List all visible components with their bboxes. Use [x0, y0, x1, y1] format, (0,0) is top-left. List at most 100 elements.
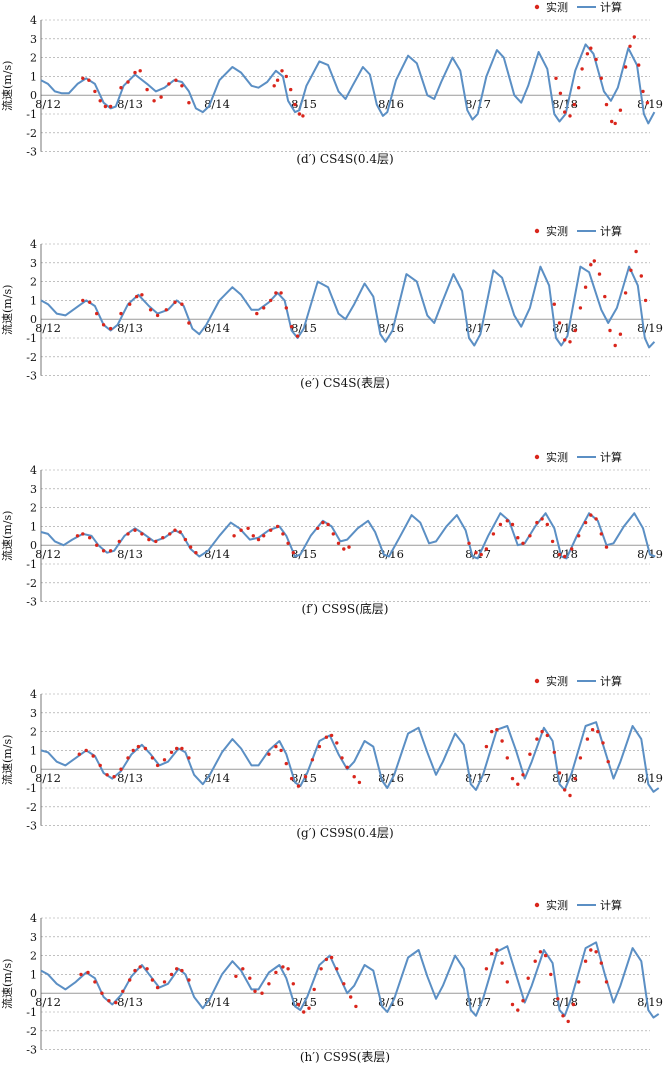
data-point-measured [634, 249, 638, 254]
data-point-measured [601, 741, 605, 745]
y-tick-label: 3 [30, 483, 37, 496]
data-point-measured [234, 974, 238, 978]
data-point-measured [500, 739, 504, 743]
data-point-measured [291, 982, 295, 986]
data-point-measured [550, 539, 555, 544]
data-point-measured [167, 82, 171, 86]
data-point-measured [603, 294, 607, 299]
data-point-measured [571, 1002, 576, 1007]
data-point-measured [187, 978, 191, 982]
data-point-measured [538, 950, 543, 954]
x-tick-label: 8/16 [378, 97, 404, 111]
data-point-measured [540, 517, 544, 521]
legend-measured-marker [534, 454, 540, 460]
data-point-measured [302, 1010, 306, 1014]
data-point-measured [491, 532, 496, 536]
data-point-measured [256, 537, 261, 542]
data-point-measured [618, 332, 623, 336]
data-point-measured [241, 967, 245, 971]
data-point-measured [599, 961, 603, 965]
data-point-measured [107, 999, 111, 1003]
data-point-measured [613, 343, 617, 348]
data-point-measured [81, 532, 85, 536]
data-point-measured [133, 968, 137, 973]
y-tick-label: -1 [26, 782, 37, 795]
series-line-computed [40, 721, 660, 793]
data-point-measured [589, 46, 593, 50]
data-point-measured [95, 311, 99, 316]
data-point-measured [594, 950, 598, 954]
data-point-measured [164, 308, 168, 312]
data-point-measured [510, 522, 515, 527]
legend-computed-label: 计算 [600, 450, 622, 464]
chart-title: (f′) CS9S(底层) [302, 601, 389, 616]
y-tick-label: 4 [30, 14, 37, 27]
data-point-measured [490, 952, 494, 956]
data-point-measured [162, 758, 167, 762]
data-point-measured [563, 110, 567, 114]
data-point-measured [180, 746, 184, 751]
y-tick-label: -1 [26, 558, 37, 571]
x-tick-label: 8/16 [378, 995, 404, 1009]
data-point-measured [267, 982, 271, 986]
data-point-measured [604, 102, 609, 107]
x-tick-label: 8/18 [552, 995, 578, 1009]
y-axis-label: 流速(m/s) [0, 285, 14, 335]
data-point-measured [93, 980, 97, 984]
data-point-measured [583, 285, 588, 289]
data-point-measured [180, 84, 184, 88]
data-point-measured [95, 543, 99, 547]
x-tick-label: 8/15 [291, 547, 317, 561]
legend-measured-marker [534, 228, 540, 234]
data-point-measured [133, 70, 137, 75]
legend-computed-label: 计算 [600, 898, 622, 912]
y-tick-label: -2 [26, 1025, 37, 1038]
data-point-measured [321, 520, 325, 525]
data-point-measured [570, 547, 574, 551]
x-tick-label: 8/16 [378, 321, 404, 335]
data-point-measured [117, 539, 122, 544]
y-tick-label: 1 [30, 70, 37, 83]
data-point-measured [119, 86, 123, 90]
data-point-measured [540, 729, 544, 734]
data-point-measured [329, 733, 334, 738]
data-point-measured [578, 306, 583, 310]
y-tick-label: -3 [26, 820, 37, 833]
legend-computed-label: 计算 [600, 674, 622, 688]
data-point-measured [180, 968, 184, 973]
data-point-measured [133, 528, 137, 532]
data-point-measured [557, 321, 562, 325]
y-tick-label: 0 [30, 539, 37, 552]
x-tick-label: 8/19 [637, 995, 663, 1009]
data-point-measured [140, 293, 144, 297]
data-point-measured [251, 534, 255, 538]
data-point-measured [336, 541, 341, 545]
data-point-measured [317, 744, 322, 749]
y-tick-label: -3 [26, 146, 37, 159]
data-point-measured [150, 756, 155, 760]
data-point-measured [552, 750, 556, 754]
data-point-measured [628, 44, 632, 48]
data-point-measured [152, 99, 156, 103]
data-point-measured [293, 102, 297, 107]
x-tick-label: 8/19 [637, 771, 663, 785]
data-point-measured [275, 78, 280, 82]
data-point-measured [103, 104, 108, 109]
data-point-measured [521, 999, 525, 1003]
legend-measured-label: 实测 [546, 0, 568, 14]
y-tick-label: 1 [30, 968, 37, 981]
data-point-measured [557, 552, 562, 557]
data-point-measured [101, 323, 106, 327]
data-point-measured [272, 84, 276, 88]
data-point-measured [121, 989, 125, 993]
data-point-measured [623, 291, 628, 295]
data-point-measured [307, 1006, 311, 1010]
data-point-measured [147, 537, 151, 542]
data-point-measured [135, 294, 139, 299]
data-point-measured [281, 965, 285, 969]
data-point-measured [100, 991, 104, 995]
data-point-measured [561, 1014, 565, 1018]
data-point-measured [610, 119, 614, 124]
y-tick-label: 0 [30, 313, 37, 326]
data-point-measured [563, 554, 567, 559]
